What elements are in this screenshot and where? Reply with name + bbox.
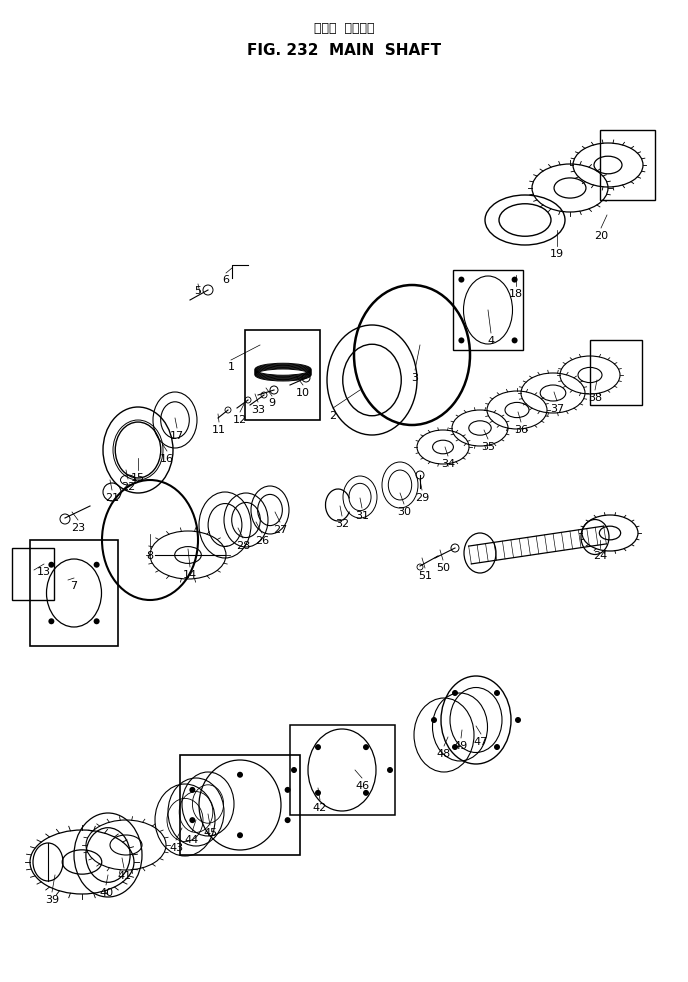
Text: 32: 32 xyxy=(335,519,349,529)
Circle shape xyxy=(452,744,458,750)
Text: 20: 20 xyxy=(594,231,608,241)
Text: 11: 11 xyxy=(212,425,226,435)
Circle shape xyxy=(512,338,517,344)
Bar xyxy=(600,130,655,200)
Text: 36: 36 xyxy=(514,425,528,435)
Text: 49: 49 xyxy=(454,741,468,751)
Bar xyxy=(12,548,54,600)
Text: 28: 28 xyxy=(236,541,250,551)
Text: 41: 41 xyxy=(117,871,131,881)
Text: 19: 19 xyxy=(550,249,564,259)
Bar xyxy=(590,340,642,405)
Text: 14: 14 xyxy=(183,570,197,580)
Circle shape xyxy=(431,717,437,723)
Text: 12: 12 xyxy=(233,415,247,425)
Text: 33: 33 xyxy=(251,405,265,415)
Text: 23: 23 xyxy=(71,523,85,533)
Text: 38: 38 xyxy=(588,393,602,403)
Bar xyxy=(290,725,395,815)
Bar xyxy=(245,330,320,420)
Circle shape xyxy=(189,787,195,792)
Circle shape xyxy=(494,744,500,750)
Text: 6: 6 xyxy=(222,275,230,285)
Text: 26: 26 xyxy=(255,536,269,546)
Circle shape xyxy=(237,772,243,778)
Text: 43: 43 xyxy=(169,843,183,853)
Text: 50: 50 xyxy=(436,563,450,573)
Text: 34: 34 xyxy=(441,459,455,469)
Text: 2: 2 xyxy=(330,411,336,421)
Text: 18: 18 xyxy=(509,289,523,299)
Circle shape xyxy=(285,817,290,823)
Text: FIG. 232  MAIN  SHAFT: FIG. 232 MAIN SHAFT xyxy=(247,42,441,58)
Text: 27: 27 xyxy=(273,525,287,535)
Text: メイン  シャフト: メイン シャフト xyxy=(314,22,374,34)
Circle shape xyxy=(291,767,297,773)
Circle shape xyxy=(94,619,100,625)
Circle shape xyxy=(48,562,54,568)
Circle shape xyxy=(363,790,369,795)
Circle shape xyxy=(315,744,321,750)
Text: 9: 9 xyxy=(268,398,276,408)
Circle shape xyxy=(189,817,195,823)
Circle shape xyxy=(494,690,500,696)
Text: 4: 4 xyxy=(487,336,495,346)
Text: 30: 30 xyxy=(397,507,411,517)
Text: 42: 42 xyxy=(313,803,327,813)
Circle shape xyxy=(512,277,517,283)
Text: 16: 16 xyxy=(160,454,174,464)
Circle shape xyxy=(387,767,393,773)
Text: 1: 1 xyxy=(228,362,235,372)
Circle shape xyxy=(458,277,464,283)
Text: 51: 51 xyxy=(418,571,432,581)
Text: 8: 8 xyxy=(147,551,153,561)
Text: 37: 37 xyxy=(550,404,564,414)
Text: 3: 3 xyxy=(411,373,418,383)
Circle shape xyxy=(452,690,458,696)
Text: 48: 48 xyxy=(437,749,451,759)
Text: 13: 13 xyxy=(37,567,51,577)
Text: 29: 29 xyxy=(415,493,429,503)
Text: 40: 40 xyxy=(99,888,113,898)
Text: 39: 39 xyxy=(45,895,59,905)
Text: 22: 22 xyxy=(121,482,135,492)
Text: 44: 44 xyxy=(185,835,199,845)
Text: 24: 24 xyxy=(593,551,607,561)
Text: 35: 35 xyxy=(481,442,495,452)
Text: 17: 17 xyxy=(170,431,184,441)
Text: 21: 21 xyxy=(105,493,119,503)
Bar xyxy=(453,270,523,350)
Circle shape xyxy=(458,338,464,344)
Text: 7: 7 xyxy=(70,581,78,591)
Bar xyxy=(30,540,118,646)
Text: 45: 45 xyxy=(203,828,217,838)
Text: 5: 5 xyxy=(195,286,202,296)
Circle shape xyxy=(48,619,54,625)
Bar xyxy=(180,755,300,855)
Circle shape xyxy=(237,833,243,839)
Text: 15: 15 xyxy=(131,473,145,483)
Text: 46: 46 xyxy=(355,781,369,791)
Text: 10: 10 xyxy=(296,388,310,398)
Circle shape xyxy=(315,790,321,795)
Circle shape xyxy=(515,717,521,723)
Text: 31: 31 xyxy=(355,511,369,521)
Circle shape xyxy=(363,744,369,750)
Circle shape xyxy=(94,562,100,568)
Circle shape xyxy=(285,787,290,792)
Text: 47: 47 xyxy=(474,737,488,747)
